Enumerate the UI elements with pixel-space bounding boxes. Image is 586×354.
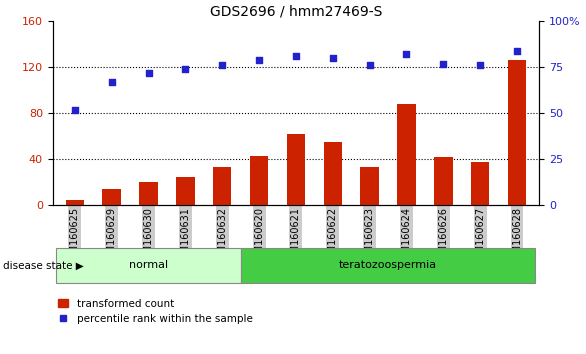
- Bar: [241, 248, 536, 283]
- Point: [291, 53, 301, 59]
- Bar: [56, 248, 241, 283]
- Point: [144, 70, 153, 76]
- Bar: [103, 189, 121, 205]
- Point: [217, 63, 227, 68]
- Point: [254, 57, 264, 63]
- Bar: [213, 167, 231, 205]
- Bar: [176, 177, 195, 205]
- Bar: [397, 104, 415, 205]
- Bar: [287, 134, 305, 205]
- Point: [107, 79, 117, 85]
- Text: disease state ▶: disease state ▶: [3, 261, 84, 270]
- Bar: [139, 182, 158, 205]
- Bar: [434, 157, 452, 205]
- Text: teratozoospermia: teratozoospermia: [339, 261, 437, 270]
- Text: normal: normal: [129, 261, 168, 270]
- Point: [365, 63, 374, 68]
- Point: [512, 48, 522, 53]
- Point: [70, 107, 80, 113]
- Bar: [471, 161, 489, 205]
- Point: [328, 55, 338, 61]
- Bar: [66, 200, 84, 205]
- Point: [439, 61, 448, 67]
- Title: GDS2696 / hmm27469-S: GDS2696 / hmm27469-S: [210, 5, 382, 19]
- Point: [475, 63, 485, 68]
- Point: [402, 52, 411, 57]
- Bar: [508, 60, 526, 205]
- Point: [180, 66, 190, 72]
- Bar: [360, 167, 379, 205]
- Bar: [323, 142, 342, 205]
- Bar: [250, 156, 268, 205]
- Legend: transformed count, percentile rank within the sample: transformed count, percentile rank withi…: [58, 299, 253, 324]
